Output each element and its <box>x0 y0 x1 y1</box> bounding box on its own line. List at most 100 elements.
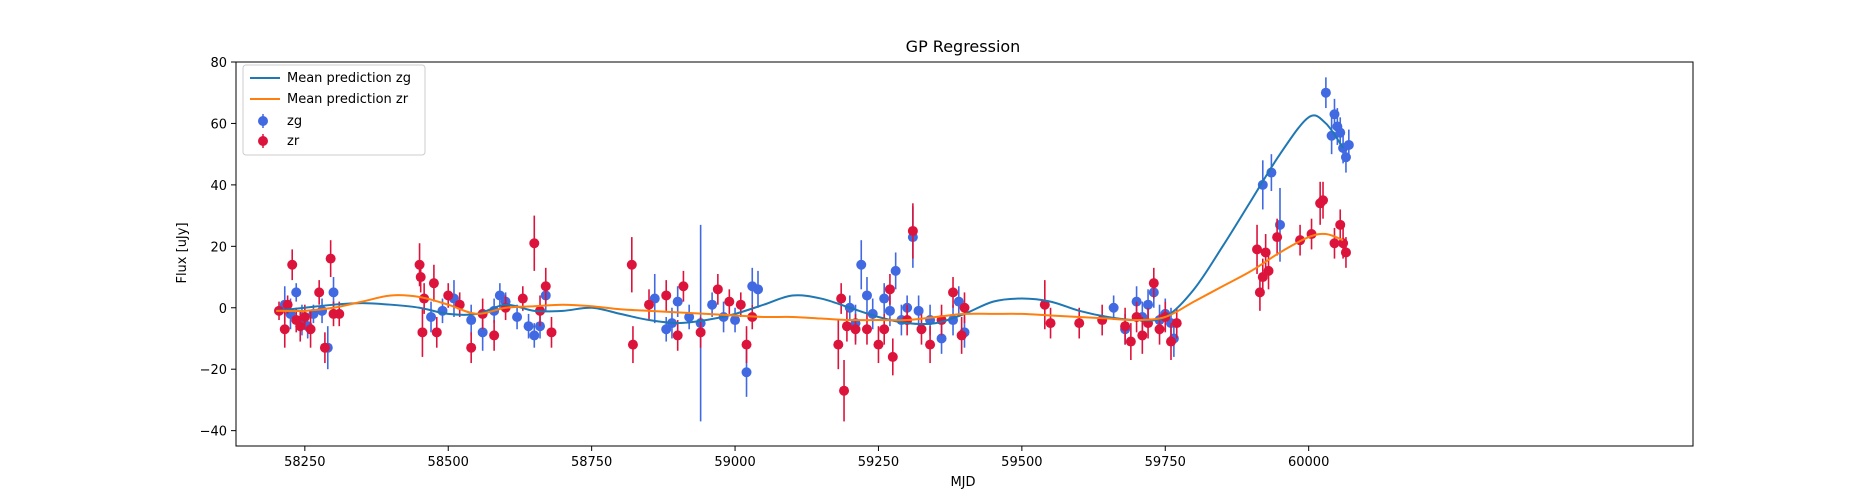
zg-point <box>856 259 867 270</box>
zg-point <box>890 265 901 276</box>
legend-box <box>242 64 426 156</box>
zr-point <box>1125 336 1136 347</box>
zr-point <box>735 299 746 310</box>
zr-point <box>1137 330 1148 341</box>
zr-point <box>1039 299 1050 310</box>
x-tick-label: 59000 <box>714 455 755 470</box>
zr-point <box>295 321 306 332</box>
x-tick-label: 58500 <box>428 455 469 470</box>
zr-point <box>1171 318 1182 329</box>
plot-area <box>274 77 1354 422</box>
zg-point <box>1343 139 1354 150</box>
zg-point <box>1320 87 1331 98</box>
zr-point <box>644 299 655 310</box>
zr-point <box>907 225 918 236</box>
zr-point <box>546 327 557 338</box>
chart-title: GP Regression <box>906 37 1021 56</box>
zg-point <box>529 330 540 341</box>
y-tick-label: 0 <box>219 302 227 317</box>
zg-point <box>672 296 683 307</box>
zr-point <box>1252 244 1263 255</box>
zg-point <box>317 305 328 316</box>
x-tick-label: 59250 <box>858 455 899 470</box>
zg-point <box>512 311 523 322</box>
zr-point <box>626 259 637 270</box>
legend-label-mean-zg: Mean prediction zg <box>287 71 411 86</box>
zr-point <box>414 259 425 270</box>
zr-point <box>1335 219 1346 230</box>
legend: Mean prediction zg Mean prediction zr zg… <box>242 64 426 156</box>
zr-point <box>319 342 330 353</box>
zg-point <box>466 315 477 326</box>
zr-point <box>1329 238 1340 249</box>
zr-point <box>959 302 970 313</box>
plot-frame <box>235 61 1694 447</box>
zr-point <box>724 296 735 307</box>
zr-point <box>314 287 325 298</box>
mean-prediction-zr-line <box>276 232 1344 322</box>
zr-point <box>1154 324 1165 335</box>
legend-swatch-zr <box>258 136 268 146</box>
y-tick-label: −40 <box>200 425 227 440</box>
zr-point <box>712 284 723 295</box>
zr-point <box>1340 247 1351 258</box>
zg-point <box>707 299 718 310</box>
zr-point <box>1318 195 1329 206</box>
zr-point <box>443 290 454 301</box>
zg-point <box>328 287 339 298</box>
zr-point <box>417 327 428 338</box>
zg-point <box>752 284 763 295</box>
zr-point <box>529 238 540 249</box>
x-axis-label: MJD <box>950 475 975 490</box>
zr-point <box>661 290 672 301</box>
zg-point <box>523 321 534 332</box>
zr-point <box>1045 318 1056 329</box>
zr-point <box>884 284 895 295</box>
legend-label-zg: zg <box>287 114 302 129</box>
zr-point <box>839 385 850 396</box>
y-axis-label: Flux [uJy] <box>175 222 190 283</box>
plot-content <box>274 77 1354 422</box>
zr-point <box>540 281 551 292</box>
y-tick-label: 20 <box>210 240 227 255</box>
zr-point <box>672 330 683 341</box>
zg-point <box>730 315 741 326</box>
zg-point <box>1143 299 1154 310</box>
zg-point <box>477 327 488 338</box>
zr-point <box>833 339 844 350</box>
zr-point <box>415 272 426 283</box>
zr-point <box>948 287 959 298</box>
zr-point <box>678 281 689 292</box>
x-tick-label: 59500 <box>1001 455 1042 470</box>
zr-point <box>841 321 852 332</box>
zr-point <box>517 293 528 304</box>
zr-point <box>279 324 290 335</box>
zr-point <box>695 327 706 338</box>
zg-point <box>879 293 890 304</box>
zg-point <box>426 311 437 322</box>
zr-point <box>287 259 298 270</box>
zr-point <box>887 351 898 362</box>
zr-point <box>428 278 439 289</box>
y-tick-label: 40 <box>210 179 227 194</box>
legend-label-zr: zr <box>287 134 300 149</box>
zr-point <box>925 339 936 350</box>
zr-point <box>1148 278 1159 289</box>
y-tick-label: −20 <box>200 363 227 378</box>
zg-point <box>884 305 895 316</box>
legend-label-mean-zr: Mean prediction zr <box>287 92 409 107</box>
zg-point <box>861 290 872 301</box>
zr-point <box>1166 336 1177 347</box>
x-tick-label: 59750 <box>1145 455 1186 470</box>
zr-point <box>466 342 477 353</box>
y-tick-label: 80 <box>210 56 227 71</box>
y-tick-label: 60 <box>210 117 227 132</box>
zr-point <box>873 339 884 350</box>
zr-point <box>325 253 336 264</box>
zr-point <box>305 324 316 335</box>
zr-point <box>489 330 500 341</box>
x-tick-label: 58750 <box>571 455 612 470</box>
mean-prediction-zg-line <box>276 114 1344 326</box>
zr-point <box>879 324 890 335</box>
